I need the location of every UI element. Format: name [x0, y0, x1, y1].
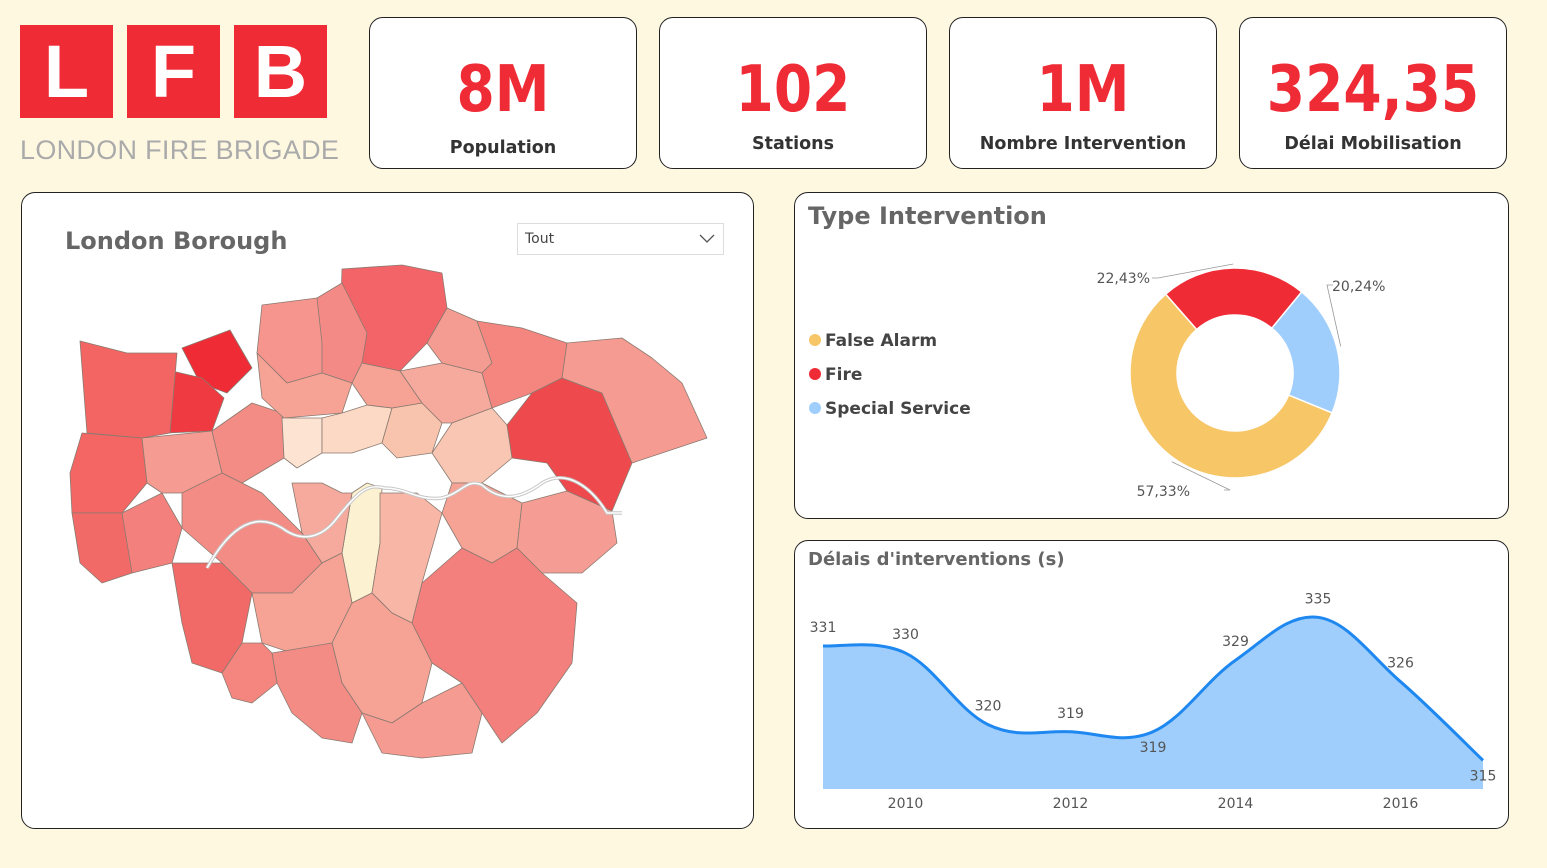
data-label: 326: [1387, 656, 1414, 672]
data-label: 320: [975, 699, 1002, 715]
borough-shape: [79, 340, 178, 439]
kpi-label: Stations: [751, 134, 835, 154]
donut-slice[interactable]: [1129, 293, 1334, 479]
leader-line: [1171, 461, 1231, 491]
logo-letter-b: B: [234, 25, 327, 118]
donut-slice[interactable]: [1164, 267, 1303, 331]
data-label: 20,24%: [1332, 279, 1385, 295]
legend-label: False Alarm: [825, 331, 938, 351]
data-label: 315: [1470, 768, 1497, 784]
area-chart: 331 330 320 319 319 329 335 326 315 2010 2012 2014 2…: [810, 591, 1497, 812]
logo-letter-l: L: [20, 25, 113, 118]
legend-item-special-service[interactable]: Special Service: [809, 399, 971, 419]
leader-line: [1152, 263, 1234, 279]
chevron-down-icon: [699, 234, 715, 243]
data-label: 331: [810, 620, 837, 636]
legend-label: Special Service: [825, 399, 971, 419]
kpi-value: 8M: [456, 53, 550, 127]
delais-panel: Délais d'interventions (s) 331 330 320 319 3…: [794, 540, 1509, 829]
london-map: [69, 264, 708, 759]
legend-dot: [809, 402, 821, 414]
borough-shape: [441, 482, 523, 564]
type-intervention-panel: Type Intervention False Alarm Fire Speci…: [794, 192, 1509, 519]
legend-label: Fire: [825, 365, 863, 385]
kpi-value: 324,35: [1266, 53, 1480, 127]
x-tick-label: 2010: [888, 796, 924, 812]
borough-shape: [561, 337, 708, 464]
x-tick-label: 2016: [1383, 796, 1419, 812]
borough-shape: [211, 402, 285, 484]
kpi-label: Nombre Intervention: [979, 134, 1187, 154]
data-label: 335: [1305, 591, 1332, 607]
legend-dot: [809, 368, 821, 380]
area-fill: [823, 616, 1483, 789]
map-panel: London Borough Tout: [21, 192, 754, 829]
data-label: 330: [892, 627, 919, 643]
donut-slice[interactable]: [1270, 290, 1341, 414]
kpi-value: 102: [735, 53, 851, 127]
type-title: Type Intervention: [808, 202, 1047, 230]
borough-shape: [256, 352, 353, 419]
legend-item-false-alarm[interactable]: False Alarm: [809, 331, 937, 351]
kpi-card-population: 8M Population: [369, 17, 637, 169]
borough-filter-dropdown[interactable]: Tout: [517, 223, 724, 255]
data-label: 57,33%: [1137, 484, 1190, 500]
kpi-card-stations: 102 Stations: [659, 17, 927, 169]
borough-shape: [281, 417, 323, 469]
leader-line: [1326, 284, 1342, 347]
kpi-label: Population: [449, 138, 557, 158]
borough-shape: [121, 492, 183, 574]
map-title: London Borough: [65, 227, 288, 255]
series-line[interactable]: [822, 615, 1485, 762]
legend-item-fire[interactable]: Fire: [809, 365, 862, 385]
kpi-label: Délai Mobilisation: [1284, 134, 1462, 154]
kpi-card-interventions: 1M Nombre Intervention: [949, 17, 1217, 169]
x-tick-label: 2014: [1218, 796, 1254, 812]
borough-shape: [221, 642, 278, 704]
lfb-logo: L F B LONDON FIRE BRIGADE: [20, 25, 340, 170]
borough-shape: [361, 682, 483, 759]
logo-subtitle: LONDON FIRE BRIGADE: [20, 135, 340, 165]
legend-dot: [809, 334, 821, 346]
data-label: 22,43%: [1097, 271, 1150, 287]
delais-title: Délais d'interventions (s): [808, 549, 1065, 570]
data-label: 319: [1140, 740, 1167, 756]
borough-shape: [271, 642, 363, 744]
data-label: 319: [1057, 706, 1084, 722]
borough-shape: [69, 432, 148, 514]
dropdown-value: Tout: [525, 231, 555, 247]
x-tick-label: 2012: [1053, 796, 1089, 812]
logo-letter-f: F: [127, 25, 220, 118]
data-label: 329: [1222, 634, 1249, 650]
donut-chart: 57,33% 22,43% 20,24%: [1097, 263, 1385, 500]
kpi-card-mobilisation: 324,35 Délai Mobilisation: [1239, 17, 1507, 169]
kpi-value: 1M: [1036, 53, 1130, 127]
